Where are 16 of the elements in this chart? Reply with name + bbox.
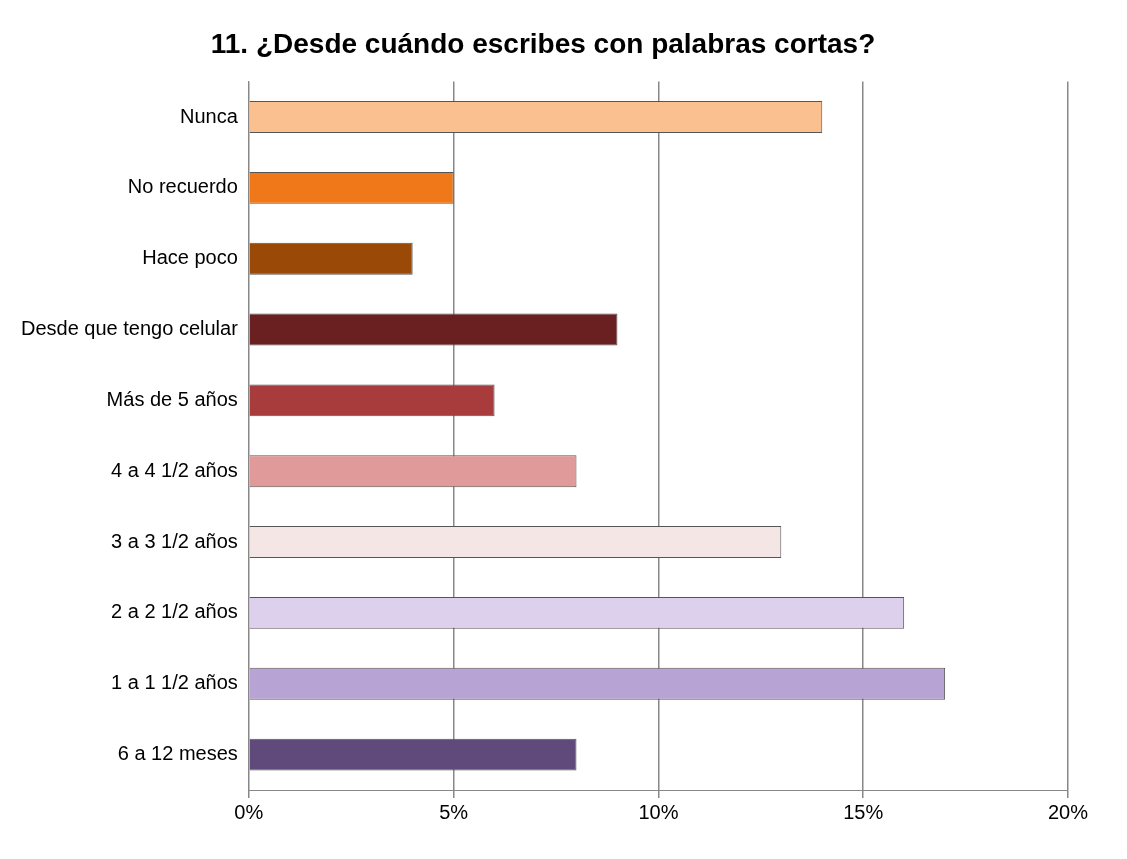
x-tick-label: 15% — [843, 800, 884, 823]
chart-title: 11. ¿Desde cuándo escribes con palabras cortas? — [210, 27, 876, 59]
x-tick-label: 5% — [439, 800, 469, 823]
y-tick-label: 2 a 2 1/2 años — [111, 600, 238, 623]
x-tick-label: 0% — [234, 800, 264, 823]
y-tick-label: 4 a 4 1/2 años — [111, 458, 238, 481]
y-tick-label: Desde que tengo celular — [20, 317, 239, 340]
y-tick-label: 6 a 12 meses — [117, 742, 238, 765]
y-tick-label: 3 a 3 1/2 años — [111, 529, 238, 552]
x-tick-label: 20% — [1047, 800, 1089, 823]
y-tick-label: Nunca — [180, 104, 239, 127]
y-tick-label: 1 a 1 1/2 años — [111, 671, 238, 694]
x-tick-label: 10% — [638, 800, 679, 823]
y-tick-label: Hace poco — [142, 246, 238, 269]
y-tick-label: No recuerdo — [127, 175, 238, 198]
y-tick-label: Más de 5 años — [106, 387, 238, 410]
